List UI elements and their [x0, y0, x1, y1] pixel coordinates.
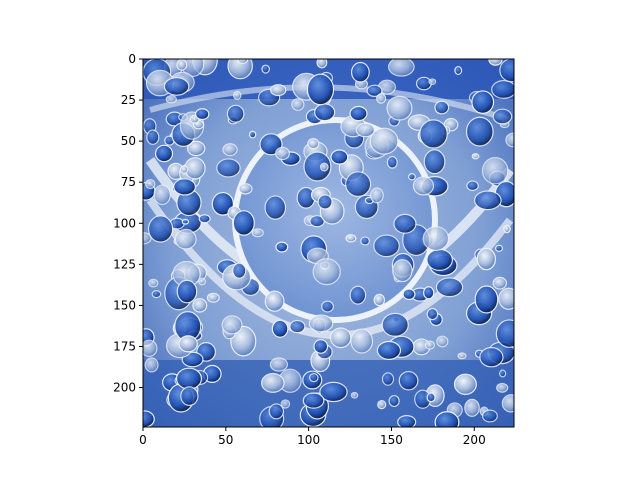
y-tick-label: 100: [113, 216, 136, 230]
y-tick-label: 200: [113, 381, 136, 395]
y-tick-label: 75: [121, 175, 136, 189]
y-tick-label: 0: [128, 52, 136, 66]
x-axis: 0 50 100 150 200: [139, 427, 486, 447]
x-tick-label: 50: [218, 433, 233, 447]
y-tick-label: 175: [113, 340, 136, 354]
x-tick-label: 0: [139, 433, 147, 447]
x-tick-label: 200: [463, 433, 486, 447]
x-tick-label: 150: [380, 433, 403, 447]
y-axis: 0 25 50 75 100 125 150 175 200: [113, 52, 143, 395]
y-tick-label: 50: [121, 134, 136, 148]
x-tick-label: 100: [297, 433, 320, 447]
y-tick-label: 125: [113, 257, 136, 271]
y-tick-label: 25: [121, 93, 136, 107]
y-tick-label: 150: [113, 298, 136, 312]
image: [143, 59, 514, 427]
image-frame: [142, 58, 515, 428]
